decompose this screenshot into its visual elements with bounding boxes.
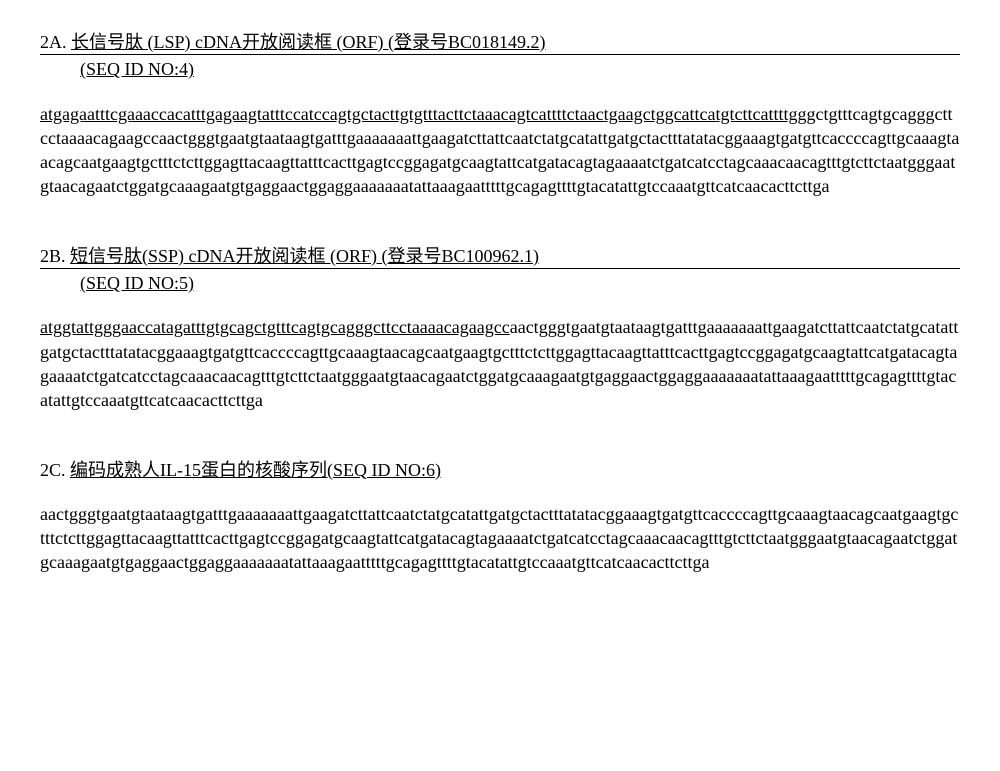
section-2c-title-line: 2C. 编码成熟人IL-15蛋白的核酸序列(SEQ ID NO:6) — [40, 460, 441, 480]
section-2a-title-line: 2A. 长信号肽 (LSP) cDNA开放阅读框 (ORF) (登录号BC018… — [40, 30, 960, 55]
section-2b-seq-underlined: atggtattgggaaccatagatttgtgcagctgtttcagtg… — [40, 317, 510, 337]
section-2a-header: 2A. 长信号肽 (LSP) cDNA开放阅读框 (ORF) (登录号BC018… — [40, 30, 960, 82]
section-2a-label: 2A. — [40, 32, 67, 52]
section-2b-sequence: atggtattgggaaccatagatttgtgcagctgtttcagtg… — [40, 315, 960, 412]
section-2b-header: 2B. 短信号肽(SSP) cDNA开放阅读框 (ORF) (登录号BC1009… — [40, 244, 960, 296]
section-2c-title: 编码成熟人IL-15蛋白的核酸序列(SEQ ID NO:6) — [70, 460, 441, 480]
section-2c: 2C. 编码成熟人IL-15蛋白的核酸序列(SEQ ID NO:6) aactg… — [40, 458, 960, 575]
section-2b-label: 2B. — [40, 246, 66, 266]
section-2c-header: 2C. 编码成熟人IL-15蛋白的核酸序列(SEQ ID NO:6) — [40, 458, 960, 482]
section-2a-seq-underlined: atgagaatttcgaaaccacatttgagaagtatttccatcc… — [40, 104, 798, 124]
section-2b-seqid: (SEQ ID NO:5) — [80, 271, 194, 295]
section-2b-title-line: 2B. 短信号肽(SSP) cDNA开放阅读框 (ORF) (登录号BC1009… — [40, 244, 960, 269]
section-2c-seq-plain: aactgggtgaatgtaataagtgatttgaaaaaaattgaag… — [40, 504, 958, 573]
section-2c-sequence: aactgggtgaatgtaataagtgatttgaaaaaaattgaag… — [40, 502, 960, 575]
section-2a-sequence: atgagaatttcgaaaccacatttgagaagtatttccatcc… — [40, 102, 960, 199]
section-2c-label: 2C. — [40, 460, 66, 480]
section-2b: 2B. 短信号肽(SSP) cDNA开放阅读框 (ORF) (登录号BC1009… — [40, 244, 960, 413]
section-2a-title: 长信号肽 (LSP) cDNA开放阅读框 (ORF) (登录号BC018149.… — [71, 32, 546, 52]
section-2b-title: 短信号肽(SSP) cDNA开放阅读框 (ORF) (登录号BC100962.1… — [70, 246, 539, 266]
section-2a: 2A. 长信号肽 (LSP) cDNA开放阅读框 (ORF) (登录号BC018… — [40, 30, 960, 199]
section-2a-seqid: (SEQ ID NO:4) — [80, 57, 194, 81]
